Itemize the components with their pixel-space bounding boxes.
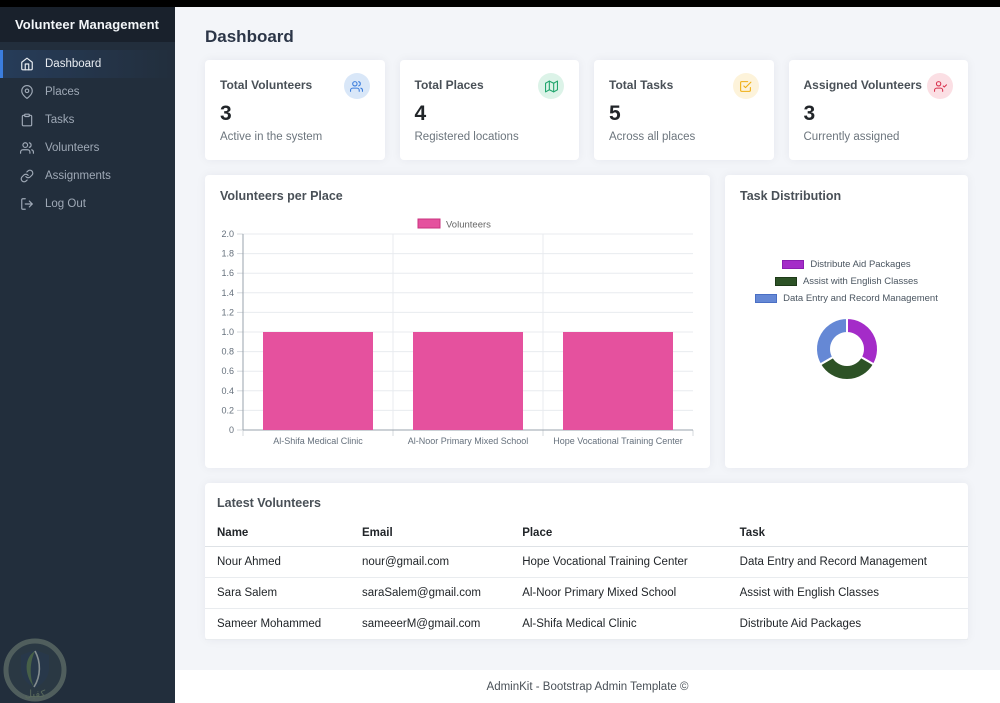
table-row: Nour Ahmed nour@gmail.com Hope Vocational … xyxy=(205,546,968,578)
kafeel-logo-watermark: كفيل xyxy=(3,638,67,702)
stat-title: Total Places xyxy=(414,78,484,92)
stat-subtitle: Active in the system xyxy=(220,131,323,143)
bar-chart: Volunteers 0 0.2 0.4 0.6 0.8 1.0 1.2 1.4 1.6 1.8 2.… xyxy=(221,218,694,446)
stat-card-total-places: Total Places 4 Registered locations xyxy=(399,60,579,160)
bar-legend-item[interactable]: Volunteers xyxy=(417,218,491,231)
svg-text:0.6: 0.6 xyxy=(221,366,234,376)
sidebar-item-places[interactable]: Places xyxy=(0,78,175,106)
content: Dashboard Total Volunteers 3 Active in the… xyxy=(175,7,1000,670)
svg-text:1.0: 1.0 xyxy=(221,327,234,337)
donut-legend-item-data-entry-and-record-management[interactable]: Data Entry and Record Management xyxy=(755,293,938,304)
table-row: Sara Salem saraSalem@gmail.com Al-Noor Pri… xyxy=(205,577,968,609)
svg-text:1.6: 1.6 xyxy=(221,268,234,278)
users-icon xyxy=(20,141,34,155)
stats-row: Total Volunteers 3 Active in the system Tot… xyxy=(205,60,968,160)
table-cell: Sara Salem xyxy=(205,577,350,609)
stat-value: 5 xyxy=(609,102,621,125)
column-header-email: Email xyxy=(349,520,511,547)
stat-subtitle: Currently assigned xyxy=(803,131,900,143)
window-top-strip xyxy=(0,0,1000,7)
stat-value: 4 xyxy=(414,102,427,125)
donut-legend-item-distribute-aid-packages[interactable]: Distribute Aid Packages xyxy=(782,259,911,270)
table-cell: Data Entry and Record Management xyxy=(727,546,968,578)
bar-al-noor-primary-mixed-school xyxy=(413,332,523,430)
donut-chart xyxy=(814,316,879,381)
svg-text:Al-Shifa Medical Clinic: Al-Shifa Medical Clinic xyxy=(273,436,363,446)
main-area: Dashboard Total Volunteers 3 Active in the… xyxy=(175,7,1000,703)
stat-value: 3 xyxy=(803,102,816,125)
column-header-task: Task xyxy=(727,520,968,547)
volunteers-per-place-card: Volunteers per Place Volunteers 0 0.2 0.4 0.… xyxy=(205,175,710,468)
stat-subtitle: Registered locations xyxy=(414,131,519,143)
map-pin-icon xyxy=(20,85,34,99)
svg-text:0: 0 xyxy=(229,425,234,435)
stat-title: Total Volunteers xyxy=(220,78,313,92)
table-cell: Al-Shifa Medical Clinic xyxy=(510,608,728,640)
table-cell: Nour Ahmed xyxy=(205,546,350,578)
stat-subtitle: Across all places xyxy=(609,131,696,143)
stat-card-assigned-volunteers: Assigned Volunteers 3 Currently assigned xyxy=(788,60,968,160)
table-cell: nour@gmail.com xyxy=(349,546,511,578)
svg-text:2.0: 2.0 xyxy=(221,229,234,239)
sidebar-item-tasks[interactable]: Tasks xyxy=(0,106,175,134)
sidebar-item-assignments[interactable]: Assignments xyxy=(0,162,175,190)
svg-text:كفيل: كفيل xyxy=(25,689,46,700)
link-icon xyxy=(20,169,34,183)
table-cell: Distribute Aid Packages xyxy=(727,608,968,640)
sidebar-item-volunteers[interactable]: Volunteers xyxy=(0,134,175,162)
table-cell: saraSalem@gmail.com xyxy=(349,577,511,609)
table-row: Sameer Mohammed sameeerM@gmail.com Al-Shif… xyxy=(205,608,968,640)
table-cell: Assist with English Classes xyxy=(727,577,968,609)
task-distribution-card: Task Distribution Distribute Aid Package… xyxy=(725,175,968,468)
svg-text:Al-Noor Primary Mixed School: Al-Noor Primary Mixed School xyxy=(408,436,529,446)
home-icon xyxy=(20,57,34,71)
donut-legend-item-assist-with-english-classes[interactable]: Assist with English Classes xyxy=(774,276,918,287)
charts-row: Volunteers per Place Volunteers 0 0.2 0.4 0.… xyxy=(205,175,968,468)
sidebar-item-dashboard[interactable]: Dashboard xyxy=(0,50,175,78)
svg-text:Volunteers: Volunteers xyxy=(446,220,491,231)
svg-text:1.2: 1.2 xyxy=(221,307,234,317)
stat-card-total-tasks: Total Tasks 5 Across all places xyxy=(594,60,774,160)
donut-legend: Distribute Aid Packages Assist with Engli… xyxy=(740,259,953,304)
sidebar-nav: Dashboard Places Tasks Volunteers Assignment… xyxy=(0,42,175,218)
user-check-icon xyxy=(927,73,953,99)
svg-text:1.4: 1.4 xyxy=(221,288,234,298)
table-cell: Hope Vocational Training Center xyxy=(510,546,728,578)
check-square-icon xyxy=(732,73,759,99)
users-icon xyxy=(343,73,370,99)
donut-chart-title: Task Distribution xyxy=(740,189,842,203)
footer: AdminKit - Bootstrap Admin Template © xyxy=(175,670,1000,703)
column-header-place: Place xyxy=(510,520,728,547)
bar-chart-title: Volunteers per Place xyxy=(220,189,343,203)
bar-al-shifa-medical-clinic xyxy=(263,332,373,430)
log-out-icon xyxy=(20,197,34,211)
table-cell: sameeerM@gmail.com xyxy=(349,608,511,640)
svg-text:0.2: 0.2 xyxy=(221,405,234,415)
svg-text:1.8: 1.8 xyxy=(221,249,234,259)
map-icon xyxy=(538,73,564,99)
svg-text:0.4: 0.4 xyxy=(221,386,234,396)
brand-title: Volunteer Management xyxy=(0,7,175,42)
svg-text:0.8: 0.8 xyxy=(221,347,234,357)
sidebar: Volunteer Management Dashboard Places Task… xyxy=(0,7,175,703)
donut-slice-data-entry-and-record-management xyxy=(814,316,848,366)
stat-value: 3 xyxy=(220,102,232,125)
latest-volunteers-table: Name Email Place Task Nour Ahmed nour@gmail.… xyxy=(205,520,968,640)
footer-text: AdminKit - Bootstrap Admin Template © xyxy=(486,680,689,693)
sidebar-item-log-out[interactable]: Log Out xyxy=(0,190,175,218)
table-title: Latest Volunteers xyxy=(217,496,321,510)
table-cell: Sameer Mohammed xyxy=(205,608,350,640)
column-header-name: Name xyxy=(205,520,350,547)
svg-text:Hope Vocational Training Cente: Hope Vocational Training Center xyxy=(553,436,683,446)
table-header-row: Name Email Place Task xyxy=(205,520,968,547)
stat-card-total-volunteers: Total Volunteers 3 Active in the system xyxy=(205,60,385,160)
stat-title: Total Tasks xyxy=(609,78,674,92)
stat-title: Assigned Volunteers xyxy=(803,78,922,92)
table-cell: Al-Noor Primary Mixed School xyxy=(510,577,728,609)
page-title: Dashboard xyxy=(205,27,294,46)
bar-hope-vocational-training-center xyxy=(563,332,673,430)
latest-volunteers-card: Latest Volunteers Name Email Place Task Nou… xyxy=(205,483,968,640)
clipboard-icon xyxy=(20,113,34,127)
